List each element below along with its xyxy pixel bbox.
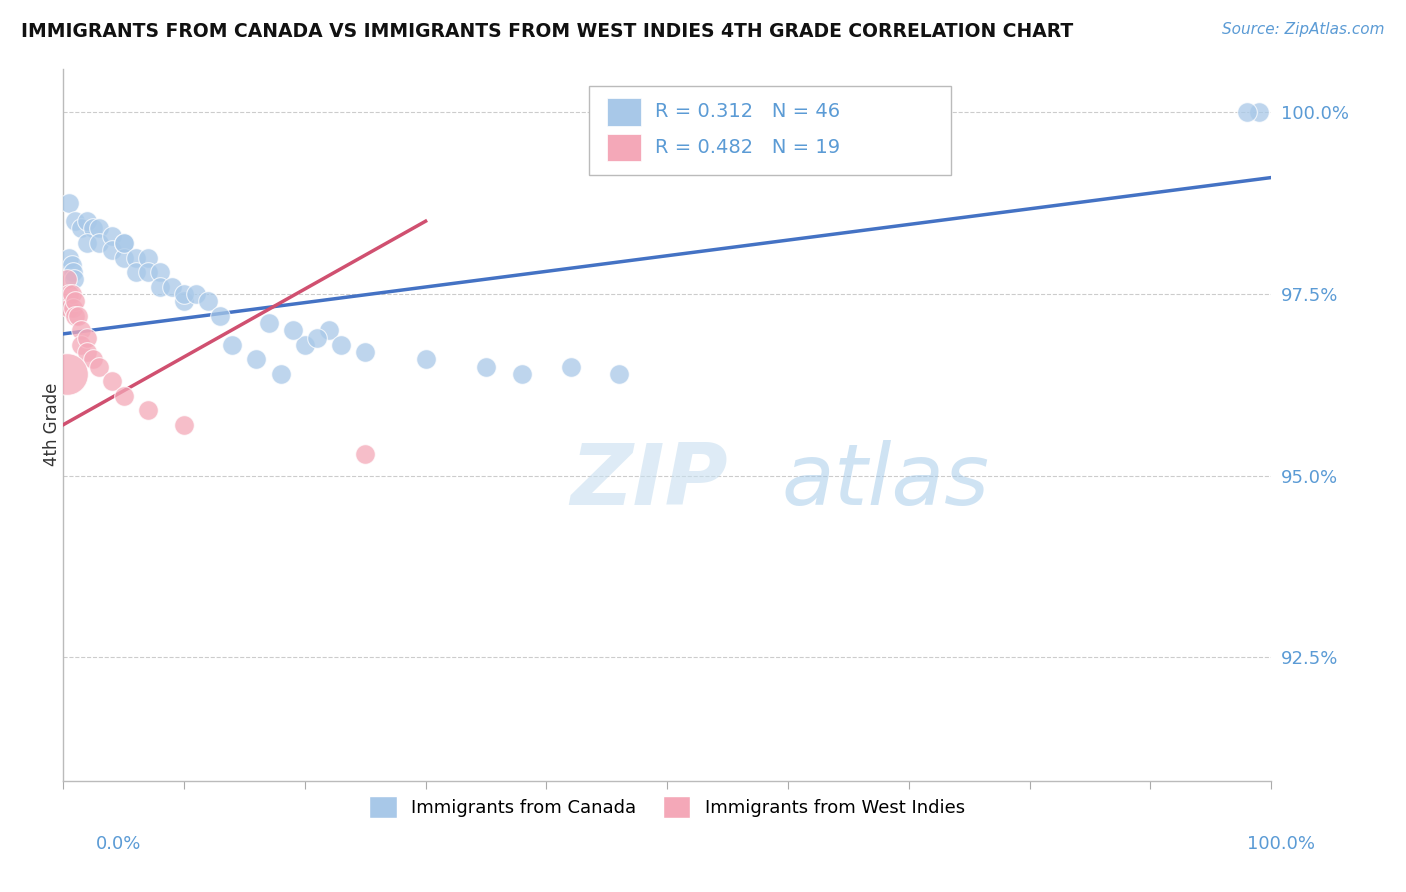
Point — [100, 244, 122, 258]
Point — [318, 323, 340, 337]
Point — [160, 279, 183, 293]
Point — [136, 251, 159, 265]
Point — [65, 309, 87, 323]
Text: R = 0.482   N = 19: R = 0.482 N = 19 — [655, 138, 841, 157]
Point — [65, 294, 87, 309]
Point — [76, 345, 98, 359]
Point — [257, 316, 280, 330]
Point — [76, 330, 98, 344]
Point — [136, 403, 159, 417]
Text: ZIP: ZIP — [571, 441, 728, 524]
Text: 0.0%: 0.0% — [96, 835, 141, 853]
Point — [354, 447, 377, 461]
Text: atlas: atlas — [782, 441, 990, 524]
Point — [58, 251, 80, 265]
Point — [184, 286, 207, 301]
Point — [125, 251, 148, 265]
Point — [173, 417, 195, 432]
Point — [607, 367, 630, 381]
Point — [70, 338, 93, 352]
Point — [58, 196, 80, 211]
Point — [245, 352, 267, 367]
Point — [56, 367, 79, 381]
Y-axis label: 4th Grade: 4th Grade — [44, 383, 60, 467]
Point — [510, 367, 533, 381]
Point — [197, 294, 219, 309]
Point — [63, 272, 86, 286]
Point — [149, 265, 172, 279]
Point — [112, 235, 135, 250]
Text: Source: ZipAtlas.com: Source: ZipAtlas.com — [1222, 22, 1385, 37]
Point — [305, 330, 328, 344]
Point — [65, 214, 87, 228]
Point — [560, 359, 582, 374]
Point — [62, 265, 84, 279]
Point — [125, 265, 148, 279]
Point — [475, 359, 498, 374]
Point — [100, 228, 122, 243]
Point — [76, 214, 98, 228]
Point — [60, 286, 83, 301]
Text: IMMIGRANTS FROM CANADA VS IMMIGRANTS FROM WEST INDIES 4TH GRADE CORRELATION CHAR: IMMIGRANTS FROM CANADA VS IMMIGRANTS FRO… — [21, 22, 1073, 41]
Point — [100, 374, 122, 388]
Point — [70, 323, 93, 337]
Point — [89, 221, 111, 235]
Bar — [607, 98, 641, 126]
Point — [89, 235, 111, 250]
Point — [281, 323, 304, 337]
Point — [136, 265, 159, 279]
Point — [58, 286, 80, 301]
Point — [112, 235, 135, 250]
Point — [415, 352, 437, 367]
Point — [330, 338, 353, 352]
Point — [76, 235, 98, 250]
Point — [1236, 105, 1258, 120]
Point — [60, 258, 83, 272]
Bar — [607, 134, 641, 161]
Point — [221, 338, 243, 352]
Point — [66, 309, 89, 323]
Legend: Immigrants from Canada, Immigrants from West Indies: Immigrants from Canada, Immigrants from … — [363, 789, 972, 825]
Point — [82, 221, 104, 235]
Point — [294, 338, 316, 352]
Text: R = 0.312   N = 46: R = 0.312 N = 46 — [655, 103, 841, 121]
Point — [82, 352, 104, 367]
Point — [89, 359, 111, 374]
FancyBboxPatch shape — [589, 87, 950, 176]
Point — [58, 301, 80, 316]
Point — [173, 286, 195, 301]
Point — [173, 294, 195, 309]
Point — [56, 272, 79, 286]
Point — [112, 389, 135, 403]
Point — [149, 279, 172, 293]
Point — [1247, 105, 1270, 120]
Point — [354, 345, 377, 359]
Point — [112, 251, 135, 265]
Point — [62, 301, 84, 316]
Text: 100.0%: 100.0% — [1247, 835, 1315, 853]
Point — [70, 221, 93, 235]
Point — [270, 367, 292, 381]
Point — [209, 309, 232, 323]
